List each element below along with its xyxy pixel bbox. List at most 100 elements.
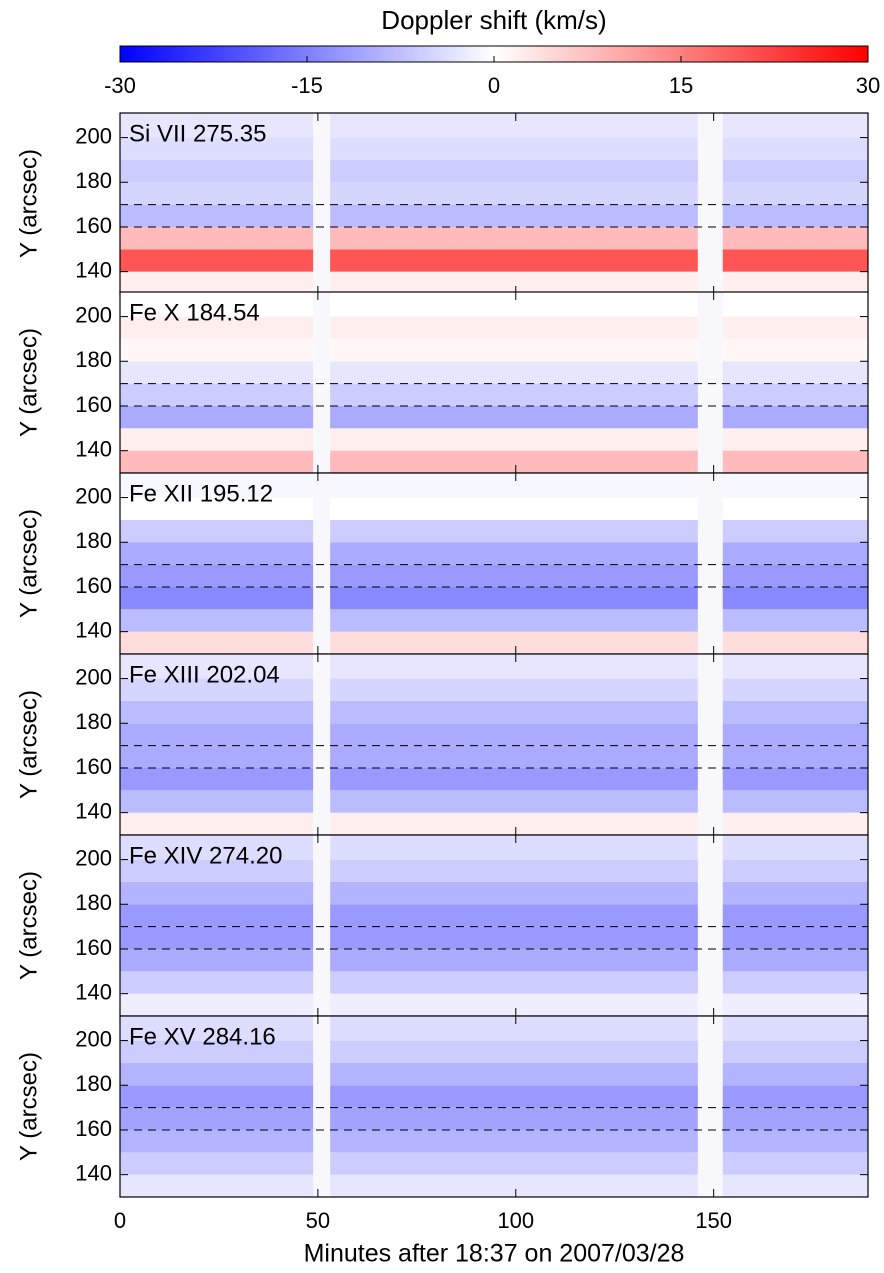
panel-label: Fe XII 195.12 xyxy=(129,480,273,507)
doppler-cell xyxy=(330,948,698,972)
doppler-cell xyxy=(120,182,314,205)
doppler-cell xyxy=(330,678,698,701)
y-tick-label: 180 xyxy=(75,709,112,734)
doppler-cell xyxy=(330,428,698,451)
doppler-cell xyxy=(330,564,698,587)
panel-label: Fe X 184.54 xyxy=(129,299,260,326)
data-gap xyxy=(697,473,723,654)
doppler-cell xyxy=(120,271,314,294)
doppler-cell xyxy=(330,1174,698,1197)
doppler-cell xyxy=(120,1062,314,1086)
doppler-cell xyxy=(722,226,868,250)
y-axis-label: Y (arcsec) xyxy=(15,149,42,258)
doppler-cell xyxy=(330,904,698,927)
doppler-cell xyxy=(120,428,314,451)
doppler-cell xyxy=(120,881,314,905)
doppler-cell xyxy=(330,450,698,473)
doppler-cell xyxy=(722,904,868,927)
doppler-cell xyxy=(330,519,698,543)
doppler-cell xyxy=(722,271,868,294)
doppler-cell xyxy=(722,881,868,905)
doppler-cell xyxy=(330,1016,698,1041)
doppler-cell xyxy=(722,137,868,160)
doppler-cell xyxy=(722,1062,868,1086)
y-tick-label: 180 xyxy=(75,528,112,553)
y-axis-label: Y (arcsec) xyxy=(15,690,42,799)
doppler-cell xyxy=(722,586,868,610)
doppler-cell xyxy=(330,226,698,250)
panel-label: Fe XV 284.16 xyxy=(129,1023,276,1050)
doppler-cell xyxy=(120,1174,314,1197)
doppler-cell xyxy=(330,859,698,882)
doppler-cell xyxy=(722,926,868,949)
panel: 140 160 180 200 Si VII 275.35 Y (arcsec) xyxy=(15,112,869,295)
doppler-cell xyxy=(120,113,314,138)
x-tick-label: 100 xyxy=(497,1208,534,1233)
doppler-cell xyxy=(330,316,698,339)
doppler-cell xyxy=(120,700,314,724)
y-tick-label: 200 xyxy=(75,302,112,327)
x-tick-label: 150 xyxy=(695,1208,732,1233)
doppler-cell xyxy=(722,745,868,768)
doppler-cell xyxy=(330,405,698,429)
doppler-cell xyxy=(330,881,698,905)
doppler-cell xyxy=(330,700,698,724)
doppler-cell xyxy=(330,631,698,654)
doppler-cell xyxy=(120,519,314,543)
doppler-cell xyxy=(330,812,698,835)
colorbar-tick-label: 0 xyxy=(488,73,500,98)
doppler-cell xyxy=(330,137,698,160)
doppler-cell xyxy=(722,338,868,362)
doppler-cell xyxy=(330,542,698,565)
doppler-cell xyxy=(330,159,698,183)
doppler-cell xyxy=(722,249,868,272)
doppler-cell xyxy=(722,1016,868,1041)
doppler-cell xyxy=(330,292,698,317)
doppler-cell xyxy=(120,654,314,679)
y-tick-label: 200 xyxy=(75,845,112,870)
y-axis-label: Y (arcsec) xyxy=(15,509,42,618)
doppler-cell xyxy=(722,767,868,791)
data-gap xyxy=(313,1016,331,1197)
doppler-cell xyxy=(330,1152,698,1175)
doppler-cell xyxy=(330,993,698,1016)
doppler-cell xyxy=(330,926,698,949)
doppler-cell xyxy=(120,971,314,994)
y-tick-label: 180 xyxy=(75,168,112,193)
doppler-cell xyxy=(722,204,868,227)
doppler-cell xyxy=(120,1085,314,1108)
doppler-cell xyxy=(120,723,314,746)
doppler-cell xyxy=(330,609,698,632)
doppler-cell xyxy=(120,790,314,813)
doppler-cell xyxy=(722,405,868,429)
y-tick-label: 140 xyxy=(75,1160,112,1185)
data-gap xyxy=(697,113,723,294)
doppler-cell xyxy=(120,1152,314,1175)
y-tick-label: 140 xyxy=(75,257,112,282)
doppler-cell xyxy=(120,226,314,250)
x-tick-label: 50 xyxy=(306,1208,330,1233)
doppler-cell xyxy=(120,812,314,835)
doppler-cell xyxy=(330,338,698,362)
doppler-cell xyxy=(120,993,314,1016)
doppler-cell xyxy=(330,767,698,791)
doppler-cell xyxy=(120,926,314,949)
doppler-cell xyxy=(120,316,314,339)
doppler-cell xyxy=(722,113,868,138)
doppler-cell xyxy=(330,497,698,520)
doppler-cell xyxy=(120,904,314,927)
colorbar-tick-label: -15 xyxy=(291,73,323,98)
y-tick-label: 140 xyxy=(75,436,112,461)
colorbar-tick-label: -30 xyxy=(104,73,136,98)
doppler-cell xyxy=(330,971,698,994)
doppler-cell xyxy=(120,859,314,882)
doppler-cell xyxy=(722,292,868,317)
doppler-cell xyxy=(722,835,868,860)
doppler-cell xyxy=(722,519,868,543)
doppler-cell xyxy=(722,723,868,746)
doppler-cell xyxy=(330,586,698,610)
y-tick-label: 160 xyxy=(75,573,112,598)
y-tick-label: 160 xyxy=(75,213,112,238)
panel-label: Fe XIV 274.20 xyxy=(129,842,282,869)
doppler-cell xyxy=(120,473,314,498)
